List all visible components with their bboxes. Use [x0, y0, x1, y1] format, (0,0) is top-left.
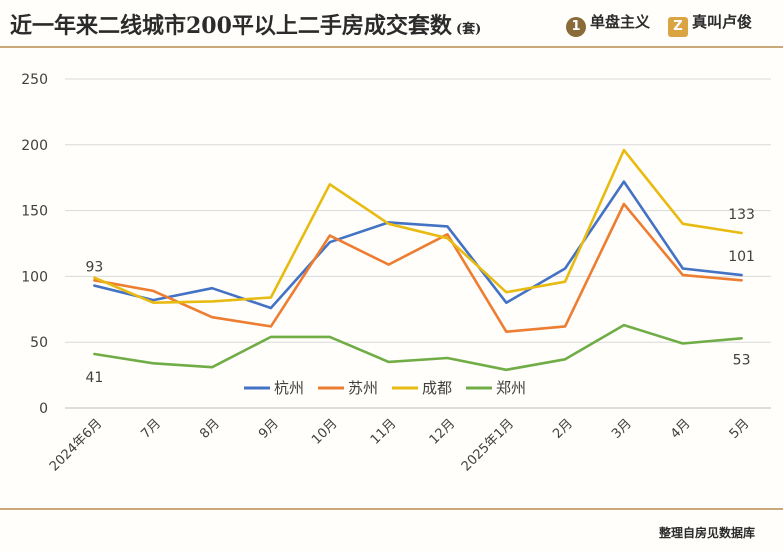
brand2-label: 真叫卢俊 — [692, 13, 753, 31]
y-tick-label: 0 — [39, 401, 48, 417]
brand-zhenjiao: Z 真叫卢俊 — [668, 11, 752, 37]
y-tick-label: 50 — [30, 335, 48, 351]
series-line-郑州 — [93, 323, 743, 372]
header: 近一年来二线城市200平以上二手房成交套数 (套) 1 单盘主义 Z 真叫卢俊 — [0, 0, 783, 48]
x-tick-label: 10月 — [309, 416, 340, 447]
x-tick-label: 2025年1月 — [459, 416, 517, 474]
data-label: 93 — [86, 260, 104, 276]
y-tick-label: 200 — [21, 138, 48, 154]
data-label: 101 — [728, 249, 755, 265]
x-tick-label: 11月 — [368, 416, 399, 447]
series-line-杭州 — [93, 180, 743, 310]
x-tick-label: 12月 — [427, 416, 458, 447]
x-tick-label: 5月 — [727, 416, 753, 442]
x-tick-label: 4月 — [668, 416, 694, 442]
x-tick-label: 8月 — [197, 416, 223, 442]
series-line-成都 — [93, 148, 743, 305]
header-rule — [0, 46, 783, 48]
footer-rule — [0, 508, 783, 510]
title-unit: (套) — [455, 22, 482, 37]
source-note: 整理自房见数据库 — [658, 526, 755, 540]
legend-label: 杭州 — [274, 379, 304, 397]
legend-label: 成都 — [422, 379, 452, 397]
x-tick-label: 2月 — [550, 416, 576, 442]
legend-label: 郑州 — [496, 379, 526, 397]
x-tick-label: 2024年6月 — [47, 416, 105, 474]
brand1-label: 单盘主义 — [590, 13, 651, 31]
legend-label: 苏州 — [348, 379, 378, 397]
x-tick-label: 3月 — [609, 416, 635, 442]
title-text: 近一年来二线城市200平以上二手房成交套数 — [10, 13, 452, 39]
y-tick-label: 100 — [21, 269, 48, 285]
x-tick-label: 9月 — [256, 416, 282, 442]
brand-danpan: 1 单盘主义 — [566, 11, 650, 37]
page-title: 近一年来二线城市200平以上二手房成交套数 (套) — [10, 8, 481, 40]
x-tick-label: 7月 — [138, 416, 164, 442]
series-line-苏州 — [93, 202, 743, 334]
y-tick-label: 150 — [21, 204, 48, 220]
data-label: 41 — [86, 370, 104, 386]
data-label: 53 — [733, 352, 751, 368]
danpan-logo-icon: 1 — [566, 17, 586, 37]
zhenjiao-logo-icon: Z — [668, 17, 688, 37]
y-tick-label: 250 — [21, 72, 48, 88]
data-label: 133 — [728, 207, 755, 223]
